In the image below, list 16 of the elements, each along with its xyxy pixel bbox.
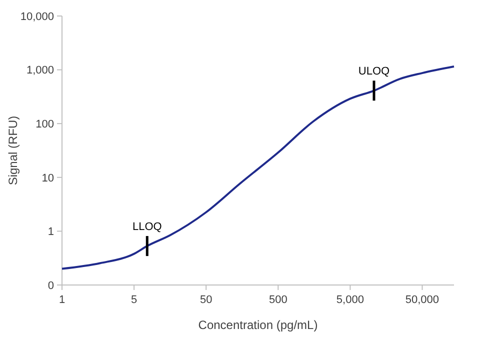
y-tick-label: 10,000 [20,10,54,23]
x-tick-label: 5 [130,294,138,306]
y-tick-label: 1 [48,226,54,238]
annotation: ULOQ [358,66,390,78]
y-tick-label: 0 [48,280,54,292]
y-tick-label: 1,000 [26,64,54,77]
y-axis-title: Signal (RFU) [6,116,20,186]
x-tick-label: 50,000 [405,294,440,306]
y-tick-label: 100 [36,118,54,130]
x-tick-label: 500 [268,294,288,306]
x-axis-title: Concentration (pg/mL) [198,318,318,332]
x-tick-label: 1 [58,294,66,306]
x-tick-label: 50 [200,294,212,306]
y-tick-label: 10 [42,172,54,184]
annotation: LLOQ [132,221,162,234]
x-tick-label: 5,000 [336,294,364,306]
